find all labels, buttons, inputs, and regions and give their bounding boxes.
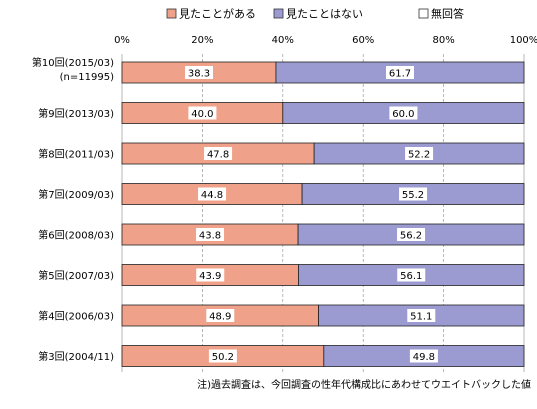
category-label: 第8回(2011/03) — [38, 148, 114, 161]
x-tick-label: 40% — [272, 35, 294, 46]
data-label: 51.1 — [410, 312, 432, 323]
data-label-box — [196, 228, 225, 241]
category-label: 第3回(2004/11) — [38, 350, 114, 363]
data-label-box — [206, 309, 235, 322]
data-label: 49.8 — [413, 352, 435, 363]
data-label: 47.8 — [207, 150, 229, 161]
category-label: 第5回(2007/03) — [38, 269, 114, 282]
data-label-box — [397, 268, 426, 282]
data-label: 38.3 — [188, 69, 210, 80]
data-label: 50.2 — [212, 352, 234, 363]
data-label-box — [385, 66, 414, 79]
x-axis-ticks: 0% 20% 40% 60% 80% 100% — [114, 35, 537, 46]
x-tick-label: 80% — [432, 35, 454, 46]
data-label-box — [184, 66, 213, 79]
data-label: 55.2 — [402, 190, 424, 201]
data-label-box — [409, 349, 438, 363]
data-label-box — [399, 187, 428, 201]
category-label: 第7回(2009/03) — [38, 188, 114, 201]
data-label: 56.2 — [400, 231, 422, 242]
data-label: 43.8 — [199, 231, 221, 242]
x-tick-label: 0% — [114, 35, 130, 46]
data-label-box — [204, 147, 233, 160]
data-label: 43.9 — [199, 271, 221, 282]
category-label: 第9回(2013/03) — [38, 107, 114, 120]
x-tick-label: 100% — [510, 35, 537, 46]
legend-label-2: 無回答 — [431, 7, 464, 21]
data-label-box — [198, 187, 227, 201]
data-label: 61.7 — [389, 69, 411, 80]
bars: 38.3 61.7 40.0 60.0 47.8 52.2 44.8 55.2 43.8 56.2… — [121, 61, 525, 367]
legend-swatch-2 — [418, 8, 429, 19]
category-labels: 第10回(2015/03) (n=11995) 第9回(2013/03) 第8回(20… — [32, 56, 114, 363]
footnote: 注)過去調査は、今回調査の性年代構成比にあわせてウエイトバックした値 — [197, 378, 531, 391]
data-label: 60.0 — [392, 109, 414, 120]
category-label: 第6回(2008/03) — [38, 229, 114, 242]
legend-swatch-1 — [273, 8, 284, 19]
data-label-box — [188, 106, 217, 120]
x-tick-label: 20% — [191, 35, 213, 46]
legend: 見たことがある 見たことはない 無回答 — [166, 7, 464, 21]
x-tick-label: 60% — [352, 35, 374, 46]
data-label-box — [196, 268, 225, 282]
data-label-box — [407, 309, 436, 322]
data-label-box — [405, 147, 434, 160]
data-label-box — [389, 106, 418, 120]
legend-label-1: 見たことはない — [286, 8, 363, 21]
legend-swatch-0 — [166, 8, 177, 19]
category-label: 第4回(2006/03) — [38, 310, 114, 323]
category-label: 第10回(2015/03) — [32, 56, 114, 69]
data-label: 48.9 — [209, 312, 231, 323]
data-label: 52.2 — [408, 150, 430, 161]
data-label: 56.1 — [400, 271, 422, 282]
data-label-box — [208, 349, 237, 363]
data-label: 44.8 — [201, 190, 223, 201]
data-label-box — [397, 228, 426, 241]
category-label: (n=11995) — [60, 72, 114, 83]
data-label: 40.0 — [191, 109, 213, 120]
legend-label-0: 見たことがある — [179, 7, 256, 21]
